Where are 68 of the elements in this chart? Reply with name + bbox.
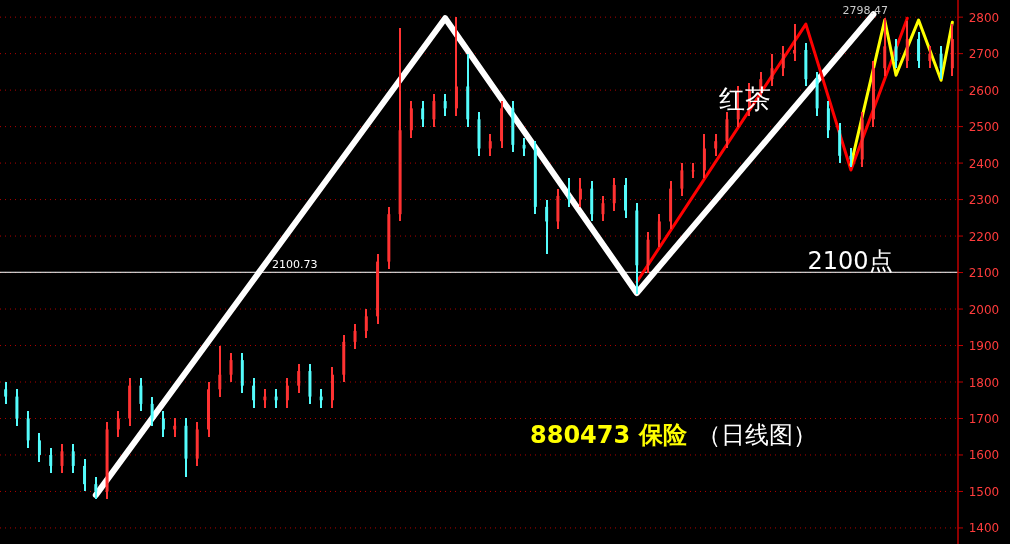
candlestick [702,132,706,179]
y-tick-label: 1600 [968,448,1000,463]
y-tick-label: 2700 [968,47,1000,62]
candlestick [83,457,87,493]
candlestick [218,344,222,398]
candlestick [691,162,695,179]
y-tick-label: 1500 [968,484,1000,499]
candlestick [139,377,143,413]
candlestick [26,410,30,449]
line-series [635,16,909,284]
candlestick [601,194,605,223]
y-tick-label: 2000 [968,302,1000,317]
candlestick [454,16,458,117]
candlestick [285,377,289,409]
text: （日线图） [696,421,817,449]
candlestick [94,475,98,500]
annotation: 2100点 [807,246,893,275]
candlestick [297,362,301,394]
y-tick-label: 2200 [968,229,1000,244]
candlestick [894,38,898,70]
y-tick-label: 2600 [968,83,1000,98]
y-tick-label: 1700 [968,411,1000,426]
candlestick [49,446,53,475]
y-tick-label: 2500 [968,120,1000,135]
candlestick [793,23,797,62]
y-tick-label: 1800 [968,375,1000,390]
candlestick [770,52,774,88]
candlestick [488,132,492,157]
candlestick [37,432,41,464]
text: 880473 保险 [530,421,688,449]
y-tick-label: 2800 [968,10,1000,25]
candlestick [71,443,75,475]
ref-line-label: 2100.73 [272,258,318,272]
candlestick [905,19,909,70]
candlestick [917,30,921,70]
y-tick-label: 1900 [968,339,1000,354]
y-tick-label: 2300 [968,193,1000,208]
candlestick [680,162,684,197]
candlestick [421,100,425,128]
candlestick [545,198,549,256]
candlestick [725,111,729,150]
candlestick [443,92,447,117]
candlestick [252,377,256,409]
candlestick [578,176,582,208]
candlestick [939,45,943,81]
y-tick-label: 1400 [968,521,1000,536]
candlestick [612,176,616,212]
candlestick [657,213,661,249]
candlestick [229,351,233,383]
candlestick [567,176,571,208]
candlestick [60,443,64,475]
annotation: 2798.47 [842,3,888,17]
candlestick [409,100,413,139]
candlestick [4,381,8,405]
candlestick [353,322,357,351]
candlestick [883,16,887,77]
y-tick-label: 2100 [968,266,1000,281]
candlestick [161,410,165,438]
y-tick-label: 2400 [968,156,1000,171]
candlestick [432,92,436,128]
candlestick [116,410,120,438]
candlestick [826,100,830,139]
candlestick [364,308,368,340]
candlestick [781,45,785,77]
candlestick [928,45,932,70]
candlestick [15,388,19,427]
candlestick [150,395,154,427]
candlestick [714,132,718,157]
